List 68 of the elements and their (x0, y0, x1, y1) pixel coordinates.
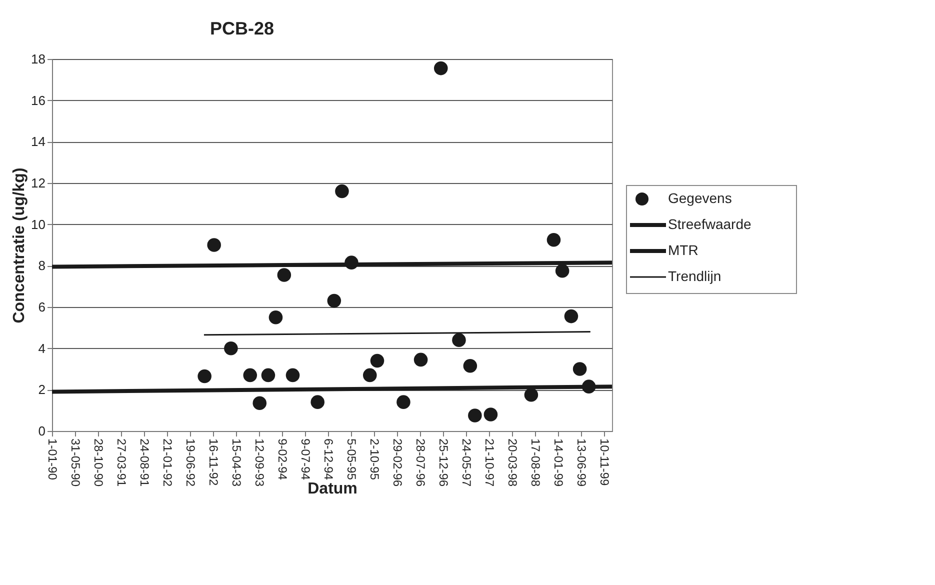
legend-label: MTR (668, 242, 698, 258)
x-tick-label: 25-12-96 (436, 438, 451, 487)
point (224, 341, 238, 356)
y-tick-label: 18 (31, 52, 46, 66)
point (277, 268, 292, 282)
y-tick-label: 10 (31, 216, 46, 232)
y-axis-title: Concentratie (ug/kg) (11, 168, 28, 324)
point (252, 396, 267, 410)
point (414, 352, 428, 367)
point (286, 368, 300, 382)
x-tick-label: 10-11-99 (598, 438, 612, 486)
y-tick-label: 8 (38, 258, 46, 274)
x-tick-label: 9-02-94 (276, 438, 290, 480)
x-axis-title: Datum (308, 480, 358, 498)
point (268, 310, 283, 324)
y-tick-label: 14 (31, 134, 46, 150)
x-tick-label: 2-10-95 (368, 438, 382, 480)
x-tick-label: 15-04-93 (230, 438, 244, 487)
x-tick-label: 9-07-94 (298, 438, 313, 480)
x-tick-label: 21-01-92 (160, 438, 175, 487)
x-tick-label: 1-01-90 (46, 438, 60, 480)
point (452, 333, 466, 347)
x-tick-label: 24-08-91 (138, 438, 152, 487)
x-tick-label: 16-11-92 (206, 438, 221, 486)
point (564, 309, 578, 324)
point (555, 264, 570, 278)
x-tick-label: 27-03-91 (114, 438, 129, 487)
point (572, 362, 587, 376)
y-tick-label: 16 (31, 92, 46, 108)
legend-label: Streefwaarde (668, 216, 752, 232)
x-tick-label: 13-06-99 (574, 438, 589, 487)
point (198, 369, 212, 384)
x-tick-label: 19-06-92 (184, 438, 198, 487)
x-tick-label: 21-10-97 (482, 438, 497, 487)
legend-label: Trendlijn (668, 268, 722, 284)
point (243, 368, 258, 382)
x-tick-label: 28-10-90 (92, 438, 106, 487)
point (335, 184, 349, 198)
chart-title: PCB-28 (210, 18, 274, 38)
y-tick-label: 2 (38, 382, 46, 398)
point (310, 395, 324, 409)
y-tick-label: 4 (38, 340, 46, 356)
point (362, 368, 377, 382)
point (484, 408, 498, 422)
point (261, 368, 276, 382)
point (468, 408, 482, 422)
x-tick-label: 12-09-93 (252, 438, 267, 487)
x-tick-label: 31-05-90 (68, 438, 82, 487)
x-tick-label: 17-08-98 (528, 438, 543, 487)
x-tick-label: 28-07-96 (414, 438, 428, 487)
point (463, 359, 478, 373)
point (546, 232, 561, 247)
point (434, 61, 448, 76)
x-tick-label: 5-05-95 (344, 438, 359, 480)
point (524, 388, 538, 402)
x-tick-label: 14-01-99 (552, 438, 566, 487)
x-tick-label: 29-02-96 (390, 438, 405, 487)
point (396, 395, 410, 409)
y-tick-label: 12 (31, 176, 46, 190)
y-tick-label: 6 (38, 300, 46, 314)
y-tick-label: 0 (38, 424, 46, 438)
point (207, 238, 221, 252)
x-tick-label: 6-12-94 (322, 438, 336, 480)
point (370, 354, 384, 368)
point (327, 294, 342, 308)
legend-label: Gegevens (668, 190, 732, 206)
x-tick-label: 20-03-98 (506, 438, 520, 487)
x-tick-label: 24-05-97 (460, 438, 474, 487)
